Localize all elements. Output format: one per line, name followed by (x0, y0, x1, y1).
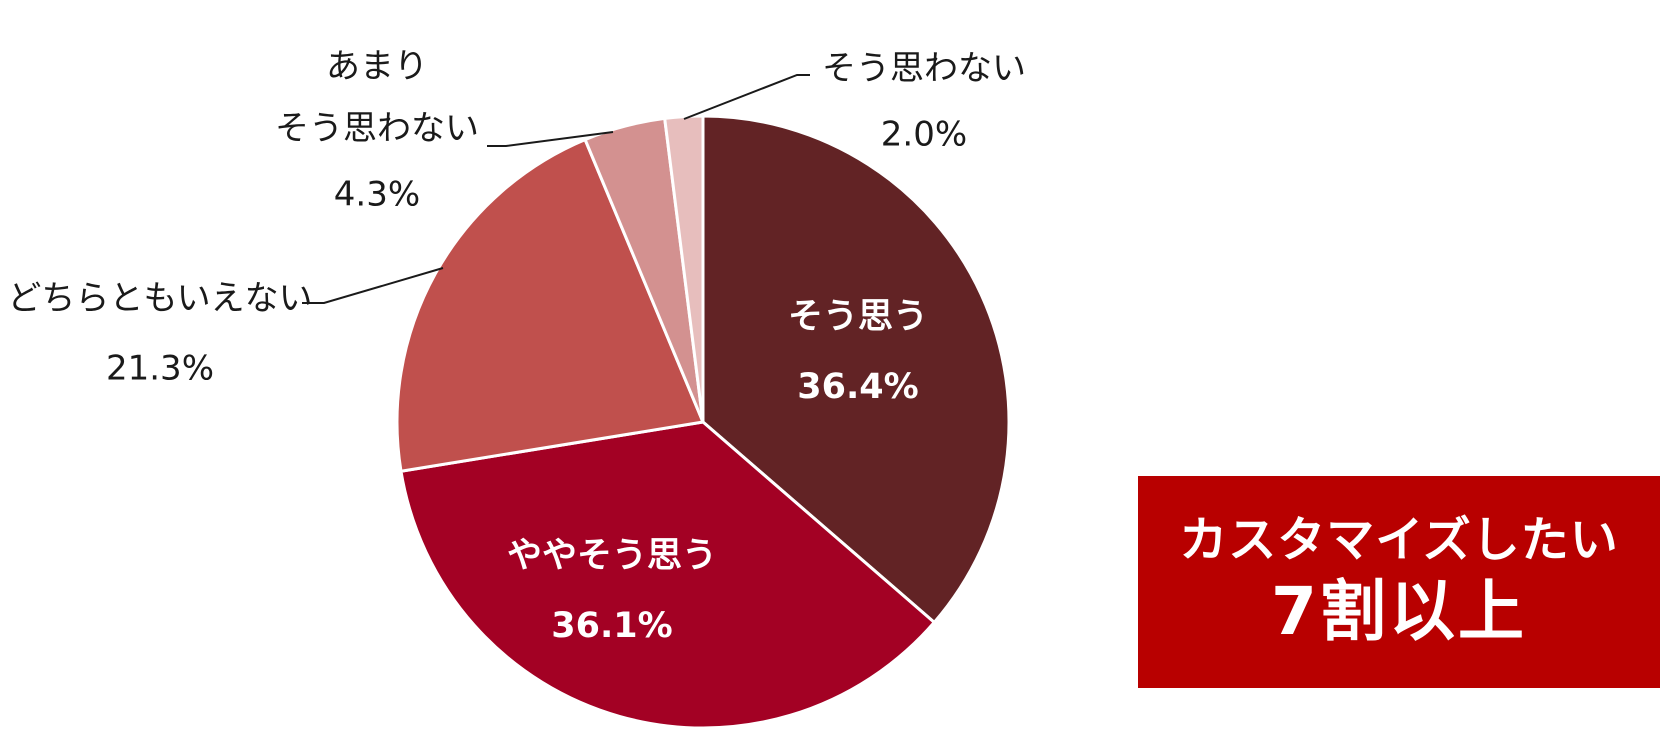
slice-category-label-2: ややそう思う (507, 536, 717, 576)
pie-slice-5 (663, 114, 705, 424)
leader-line-3 (302, 267, 444, 304)
callout-box: カスタマイズしたい 7割以上 (1138, 476, 1660, 688)
pie-slice-1 (701, 114, 1011, 624)
slice-category-label-4: そう思わない (275, 109, 479, 149)
callout-line2: 7割以上 (1271, 573, 1527, 650)
slice-category-label-4: あまり (326, 47, 428, 87)
slice-value-label-3: 21.3% (106, 349, 214, 389)
slice-value-label-1: 36.4% (797, 367, 918, 407)
slice-value-label-5: 2.0% (881, 115, 967, 155)
callout-line1: カスタマイズしたい (1179, 512, 1619, 568)
pie-slice-2 (399, 420, 936, 730)
slice-category-label-3: どちらともいえない (7, 279, 312, 319)
slice-category-label-5: そう思わない (822, 49, 1026, 89)
pie-slice-3 (395, 138, 705, 473)
slice-category-label-1: そう思う (788, 297, 928, 337)
slice-value-label-4: 4.3% (334, 175, 420, 215)
leader-line-5 (683, 74, 810, 120)
slice-value-label-2: 36.1% (551, 606, 672, 646)
leader-line-4 (487, 131, 614, 147)
